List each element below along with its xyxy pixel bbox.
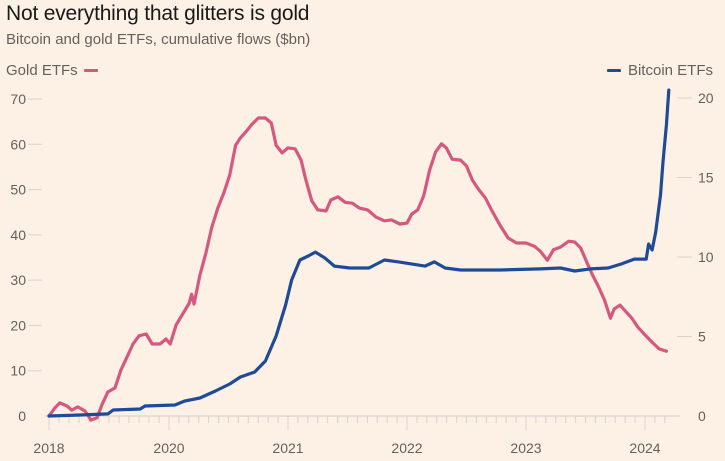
series-lines (47, 88, 671, 422)
bitcoin-etfs-line (47, 88, 671, 418)
y-left-tick-label: 20 (10, 317, 26, 333)
y-right-tick-label: 5 (698, 329, 706, 345)
y-right-tick-label: 15 (698, 170, 714, 186)
y-left-tick-label: 30 (10, 272, 26, 288)
legend-gold-label: Gold ETFs (6, 62, 78, 79)
x-tick-label: 2022 (391, 440, 422, 456)
y-left-tick-label: 0 (18, 408, 26, 424)
y-left-tick-label: 10 (10, 363, 26, 379)
legend-bitcoin: Bitcoin ETFs (606, 62, 713, 79)
x-tick-label: 2020 (153, 440, 184, 456)
x-tick-label: 2018 (33, 440, 64, 456)
y-right-tick-label: 10 (698, 249, 714, 265)
x-tick-label: 2024 (629, 440, 660, 456)
gold-etfs-line (47, 116, 668, 422)
y-right-tick-label: 0 (698, 408, 706, 424)
legend-gold-swatch (83, 69, 98, 72)
chart-title: Not everything that glitters is gold (6, 2, 310, 25)
legend-gold: Gold ETFs (6, 62, 98, 79)
axes: 2018 2020 2021 2022 2023 2024 0 10 20 30 40 50 60 70 0… (10, 90, 713, 456)
y-right-tick-label: 20 (698, 90, 714, 106)
legend-bitcoin-swatch (606, 69, 621, 72)
y-left-tick-label: 70 (10, 91, 26, 107)
legend-bitcoin-label: Bitcoin ETFs (627, 62, 713, 79)
y-left-tick-label: 40 (10, 227, 26, 243)
x-tick-label: 2021 (272, 440, 303, 456)
y-left-tick-label: 50 (10, 182, 26, 198)
x-tick-label: 2023 (510, 440, 541, 456)
y-left-tick-label: 60 (10, 136, 26, 152)
chart-subtitle: Bitcoin and gold ETFs, cumulative flows … (6, 31, 311, 48)
